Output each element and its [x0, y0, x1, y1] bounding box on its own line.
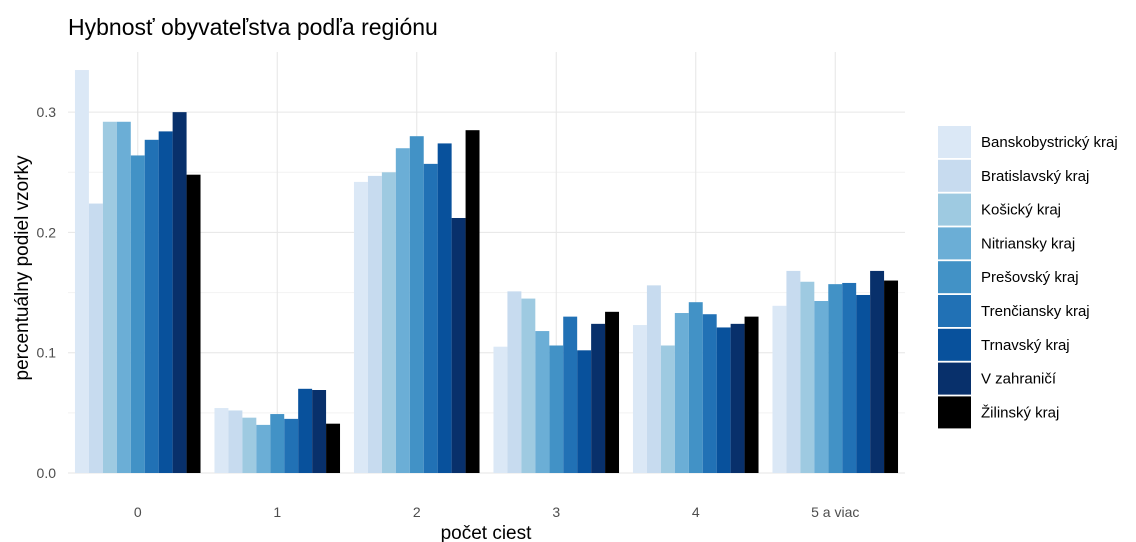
bar [395, 148, 410, 473]
x-tick-label: 5 a viac [811, 504, 859, 520]
bar [688, 302, 703, 473]
legend-swatch [938, 193, 971, 226]
y-axis-ticks: 0.0 0.1 0.2 0.3 [37, 104, 57, 481]
bar [88, 203, 103, 473]
legend-label: V zahraničí [981, 371, 1057, 388]
bar [186, 174, 201, 474]
legend-label: Prešovský kraj [981, 269, 1079, 286]
bar [814, 300, 829, 473]
bar [409, 136, 424, 473]
legend-swatch [938, 126, 971, 158]
bar [102, 121, 117, 473]
bar [270, 414, 285, 473]
bar [730, 323, 745, 473]
bar [381, 172, 396, 474]
bar [116, 121, 131, 473]
bar [605, 311, 620, 473]
x-tick-label: 1 [273, 504, 281, 520]
legend-label: Žilinský kraj [981, 404, 1059, 421]
bar [228, 410, 243, 473]
bar [674, 313, 689, 473]
bar [423, 163, 438, 473]
bar [158, 131, 173, 474]
bar [298, 388, 313, 473]
legend-label: Košický kraj [981, 202, 1061, 219]
bar [130, 155, 145, 473]
bar [535, 331, 550, 473]
bar [326, 423, 341, 473]
bar [549, 345, 564, 473]
bar [842, 282, 857, 473]
bar [591, 323, 606, 473]
y-tick-label: 0.3 [37, 104, 57, 120]
legend-swatch [938, 295, 971, 327]
legend-swatch [938, 261, 971, 294]
legend-label: Trenčiansky kraj [981, 303, 1090, 320]
bar [367, 175, 382, 473]
bar [312, 390, 327, 473]
legend-label: Nitriansky kraj [981, 235, 1075, 252]
bar [660, 345, 675, 473]
bar [800, 281, 815, 473]
bars [74, 70, 899, 474]
bar [786, 270, 801, 473]
bar [521, 298, 536, 473]
legend-swatch [938, 227, 971, 260]
bar [284, 418, 299, 473]
y-axis-label: percentuálny podiel vzorky [12, 155, 33, 380]
bar [884, 280, 899, 473]
bar [74, 70, 89, 474]
legend-label: Bratislavský kraj [981, 168, 1089, 185]
bar [493, 346, 508, 473]
x-axis-label: počet ciest [441, 523, 533, 542]
bar [716, 327, 731, 473]
x-tick-label: 3 [552, 504, 560, 520]
y-tick-label: 0.0 [37, 465, 57, 481]
bar [772, 305, 787, 473]
bar [451, 217, 466, 473]
bar [563, 316, 578, 473]
legend-swatch [938, 328, 971, 361]
bar [214, 408, 229, 473]
bar [507, 291, 522, 473]
bar [646, 285, 661, 473]
y-tick-label: 0.1 [37, 345, 57, 361]
bar [437, 143, 452, 473]
bar [828, 284, 843, 473]
x-axis-ticks: 0 1 2 3 4 5 a viac [134, 504, 860, 520]
legend-swatch [938, 396, 971, 429]
bar [242, 417, 257, 473]
x-tick-label: 0 [134, 504, 142, 520]
bar [702, 314, 717, 473]
bar [870, 270, 885, 473]
y-tick-label: 0.2 [37, 224, 57, 240]
bar [632, 325, 647, 473]
chart-title: Hybnosť obyvateľstva podľa regiónu [68, 14, 438, 40]
bar [353, 181, 368, 473]
x-tick-label: 2 [413, 504, 421, 520]
legend-label: Banskobystrický kraj [981, 134, 1118, 151]
legend-swatch [938, 159, 971, 192]
x-tick-label: 4 [692, 504, 700, 520]
bar [144, 139, 159, 473]
bar [856, 294, 871, 473]
bar [744, 316, 759, 473]
legend-label: Trnavský kraj [981, 337, 1070, 354]
legend-swatch [938, 362, 971, 395]
bar [465, 130, 480, 473]
bar [172, 112, 187, 474]
legend: Banskobystrický kraj Bratislavský kraj Koš… [938, 126, 1118, 429]
bar [256, 424, 271, 473]
bar [577, 350, 592, 473]
